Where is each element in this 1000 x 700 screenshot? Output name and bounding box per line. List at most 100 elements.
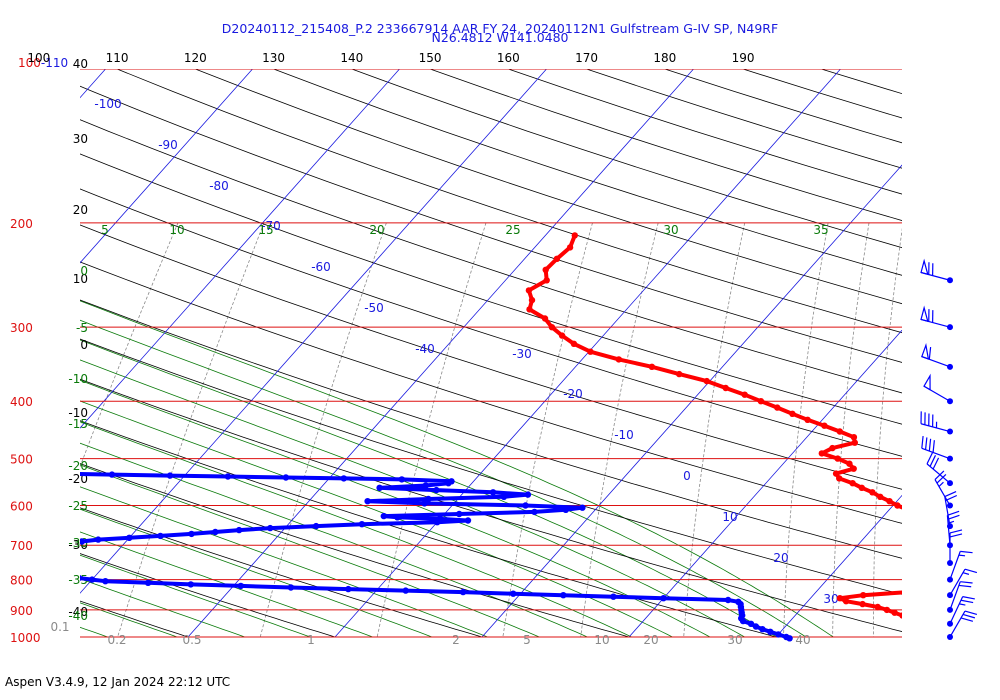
dewpoint-point [456, 510, 463, 518]
wind-barb-half-feather [938, 481, 944, 487]
pressure-label: 700 [10, 539, 33, 553]
wind-barb [926, 452, 953, 487]
dewpoint-point [380, 512, 387, 520]
wind-barb-feather [947, 510, 960, 516]
dewpoint-point [282, 474, 290, 481]
mixing-ratio-label: 2 [452, 633, 460, 647]
dewpoint-point [747, 620, 755, 627]
dewpoint-point [724, 596, 732, 604]
dewpoint-point [224, 473, 232, 480]
wind-barb-feather [960, 617, 974, 622]
wind-barb-feather [932, 457, 940, 470]
temperature-point [891, 609, 898, 616]
wind-barb-feather [958, 584, 972, 588]
wind-barb [947, 568, 978, 599]
wind-barb-half-feather [947, 520, 955, 524]
dewpoint-point [376, 484, 383, 491]
theta-labels: 5060708090100110120130140150160170180190… [27, 51, 754, 619]
wind-barb-feather [949, 533, 963, 538]
mixing-ratio-label: 40 [795, 633, 810, 647]
dry-adiabat [80, 507, 483, 638]
wind-barb-feather [960, 550, 973, 554]
temperature-point [894, 502, 901, 509]
theta-label: -10 [68, 406, 88, 420]
theta-label: 130 [262, 51, 285, 65]
wind-barb [947, 581, 973, 613]
wind-barb-feather [962, 596, 975, 600]
temperature-point [804, 416, 811, 423]
mixing-ratio-label: 5 [523, 633, 531, 647]
wind-barb-feather [962, 613, 976, 619]
temperature-point [774, 404, 781, 411]
dewpoint-point [752, 623, 760, 630]
temperature-point [676, 370, 683, 378]
temperature-point [548, 324, 556, 331]
dewpoint-point [394, 514, 401, 521]
wind-barb-staff [949, 596, 964, 625]
temperature-point [542, 266, 549, 273]
temperature-point [851, 439, 858, 446]
temperature-point [615, 356, 622, 363]
temperature-point [849, 480, 856, 487]
temperature-point [541, 315, 549, 322]
mixing-ratio-label: 30 [727, 633, 742, 647]
temperature-point [528, 296, 536, 304]
wind-barb-staff [949, 581, 961, 611]
wind-barb-feather [921, 436, 924, 449]
theta-e-label: 35 [813, 223, 828, 237]
pressure-label: 600 [10, 500, 33, 514]
temperature-point [757, 398, 765, 405]
temperature-point [703, 377, 710, 385]
theta-e-label: 30 [663, 223, 678, 237]
dry-adiabat [80, 153, 902, 425]
dewpoint-point [562, 506, 569, 513]
dry-adiabat [80, 463, 630, 638]
dewpoint-point [579, 504, 586, 511]
mixing-ratio-line [376, 222, 487, 638]
wind-barb-staff [921, 447, 951, 460]
isotherm-label: 30 [823, 592, 838, 606]
theta-label: 120 [184, 51, 207, 65]
dewpoint-point [489, 489, 497, 496]
wind-barb [923, 373, 953, 405]
temperature-point [558, 332, 566, 339]
dewpoint-point [531, 508, 538, 516]
mixing-ratio-line [80, 222, 179, 468]
wind-barb-feather [949, 529, 963, 534]
dewpoint-point [434, 519, 441, 526]
dewpoint-point [786, 635, 793, 642]
theta-e-label: -35 [68, 573, 88, 587]
wind-barb-staff [944, 496, 951, 527]
temperature-point [846, 460, 853, 467]
temperature-point [543, 277, 550, 284]
pressure-label: 500 [10, 453, 33, 467]
temperature-point [722, 384, 729, 392]
isotherm-label: 0 [683, 469, 691, 483]
theta-label: 160 [497, 51, 520, 65]
wind-barb [947, 550, 973, 583]
wind-barb-feather [936, 474, 947, 484]
dry-adiabat [80, 338, 902, 595]
isotherm-label: -70 [261, 219, 281, 233]
temperature-point [570, 340, 578, 347]
temperature-point [818, 450, 825, 457]
theta-label: 140 [340, 51, 363, 65]
dewpoint-point [421, 500, 428, 507]
isotherm-label: -30 [512, 347, 532, 361]
pressure-label: 300 [10, 321, 33, 335]
theta-e-label: 10 [169, 223, 184, 237]
temperature-point [836, 428, 843, 435]
temperature-point [869, 489, 876, 496]
dewpoint-point [340, 475, 347, 482]
wind-barb-feather [964, 610, 978, 615]
isotherm-label: -90 [158, 138, 178, 152]
theta-e-label: -5 [76, 321, 88, 335]
dewpoint-point [433, 486, 440, 494]
chart-subtitle: N26.4812 W141.0480 [431, 30, 568, 45]
sounding-profiles [80, 232, 902, 642]
dewpoint-point [500, 493, 508, 500]
temperature-point [860, 592, 867, 599]
theta-e-label: 5 [101, 223, 109, 237]
pressure-label: 900 [10, 604, 33, 618]
